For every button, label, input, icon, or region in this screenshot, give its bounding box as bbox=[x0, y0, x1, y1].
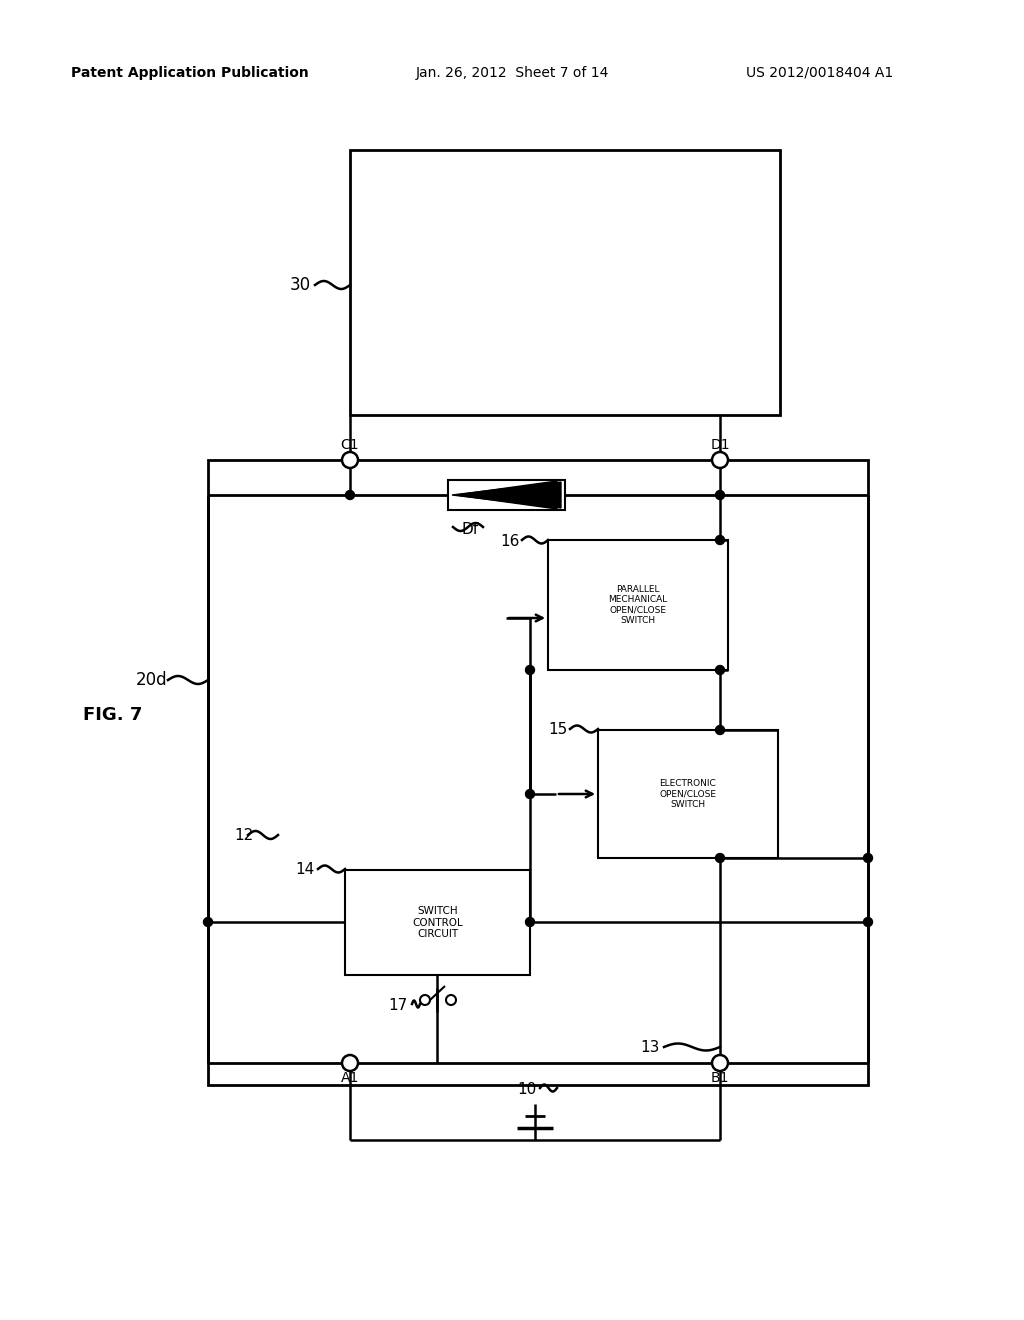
Bar bbox=[548, 540, 728, 671]
Text: A1: A1 bbox=[341, 1071, 359, 1085]
Circle shape bbox=[863, 917, 872, 927]
Text: B1: B1 bbox=[711, 1071, 729, 1085]
Text: US 2012/0018404 A1: US 2012/0018404 A1 bbox=[746, 66, 894, 81]
Polygon shape bbox=[452, 482, 561, 508]
Circle shape bbox=[345, 491, 354, 499]
Circle shape bbox=[716, 491, 725, 499]
Text: 14: 14 bbox=[295, 862, 314, 878]
Text: ELECTRONIC
OPEN/CLOSE
SWITCH: ELECTRONIC OPEN/CLOSE SWITCH bbox=[659, 779, 717, 809]
Text: Jan. 26, 2012  Sheet 7 of 14: Jan. 26, 2012 Sheet 7 of 14 bbox=[416, 66, 608, 81]
Circle shape bbox=[525, 665, 535, 675]
Text: FIG. 7: FIG. 7 bbox=[83, 706, 142, 723]
Text: 13: 13 bbox=[640, 1040, 659, 1056]
Circle shape bbox=[712, 451, 728, 469]
Text: 16: 16 bbox=[501, 533, 520, 549]
Text: Df: Df bbox=[462, 523, 478, 537]
Text: 17: 17 bbox=[388, 998, 408, 1012]
Text: 30: 30 bbox=[290, 276, 310, 294]
Circle shape bbox=[342, 451, 358, 469]
Circle shape bbox=[716, 726, 725, 734]
Bar bbox=[345, 870, 530, 975]
Circle shape bbox=[863, 854, 872, 862]
Text: PARALLEL
MECHANICAL
OPEN/CLOSE
SWITCH: PARALLEL MECHANICAL OPEN/CLOSE SWITCH bbox=[608, 585, 668, 626]
Polygon shape bbox=[456, 480, 557, 510]
Bar bbox=[492, 483, 520, 507]
Circle shape bbox=[204, 917, 213, 927]
Circle shape bbox=[716, 854, 725, 862]
Circle shape bbox=[716, 665, 725, 675]
Text: Patent Application Publication: Patent Application Publication bbox=[71, 66, 309, 81]
Circle shape bbox=[525, 789, 535, 799]
Text: 10: 10 bbox=[517, 1082, 537, 1097]
Text: SWITCH
CONTROL
CIRCUIT: SWITCH CONTROL CIRCUIT bbox=[412, 906, 463, 939]
Circle shape bbox=[716, 536, 725, 544]
Text: 20d: 20d bbox=[136, 671, 168, 689]
Bar bbox=[449, 480, 565, 510]
Bar bbox=[208, 459, 868, 1085]
Circle shape bbox=[525, 917, 535, 927]
Bar bbox=[350, 150, 780, 414]
Text: C1: C1 bbox=[341, 438, 359, 451]
Text: 12: 12 bbox=[234, 828, 253, 842]
Text: 15: 15 bbox=[549, 722, 567, 738]
Circle shape bbox=[446, 995, 456, 1005]
Circle shape bbox=[420, 995, 430, 1005]
Bar bbox=[598, 730, 778, 858]
Circle shape bbox=[712, 1055, 728, 1071]
Text: D1: D1 bbox=[711, 438, 730, 451]
Circle shape bbox=[342, 1055, 358, 1071]
